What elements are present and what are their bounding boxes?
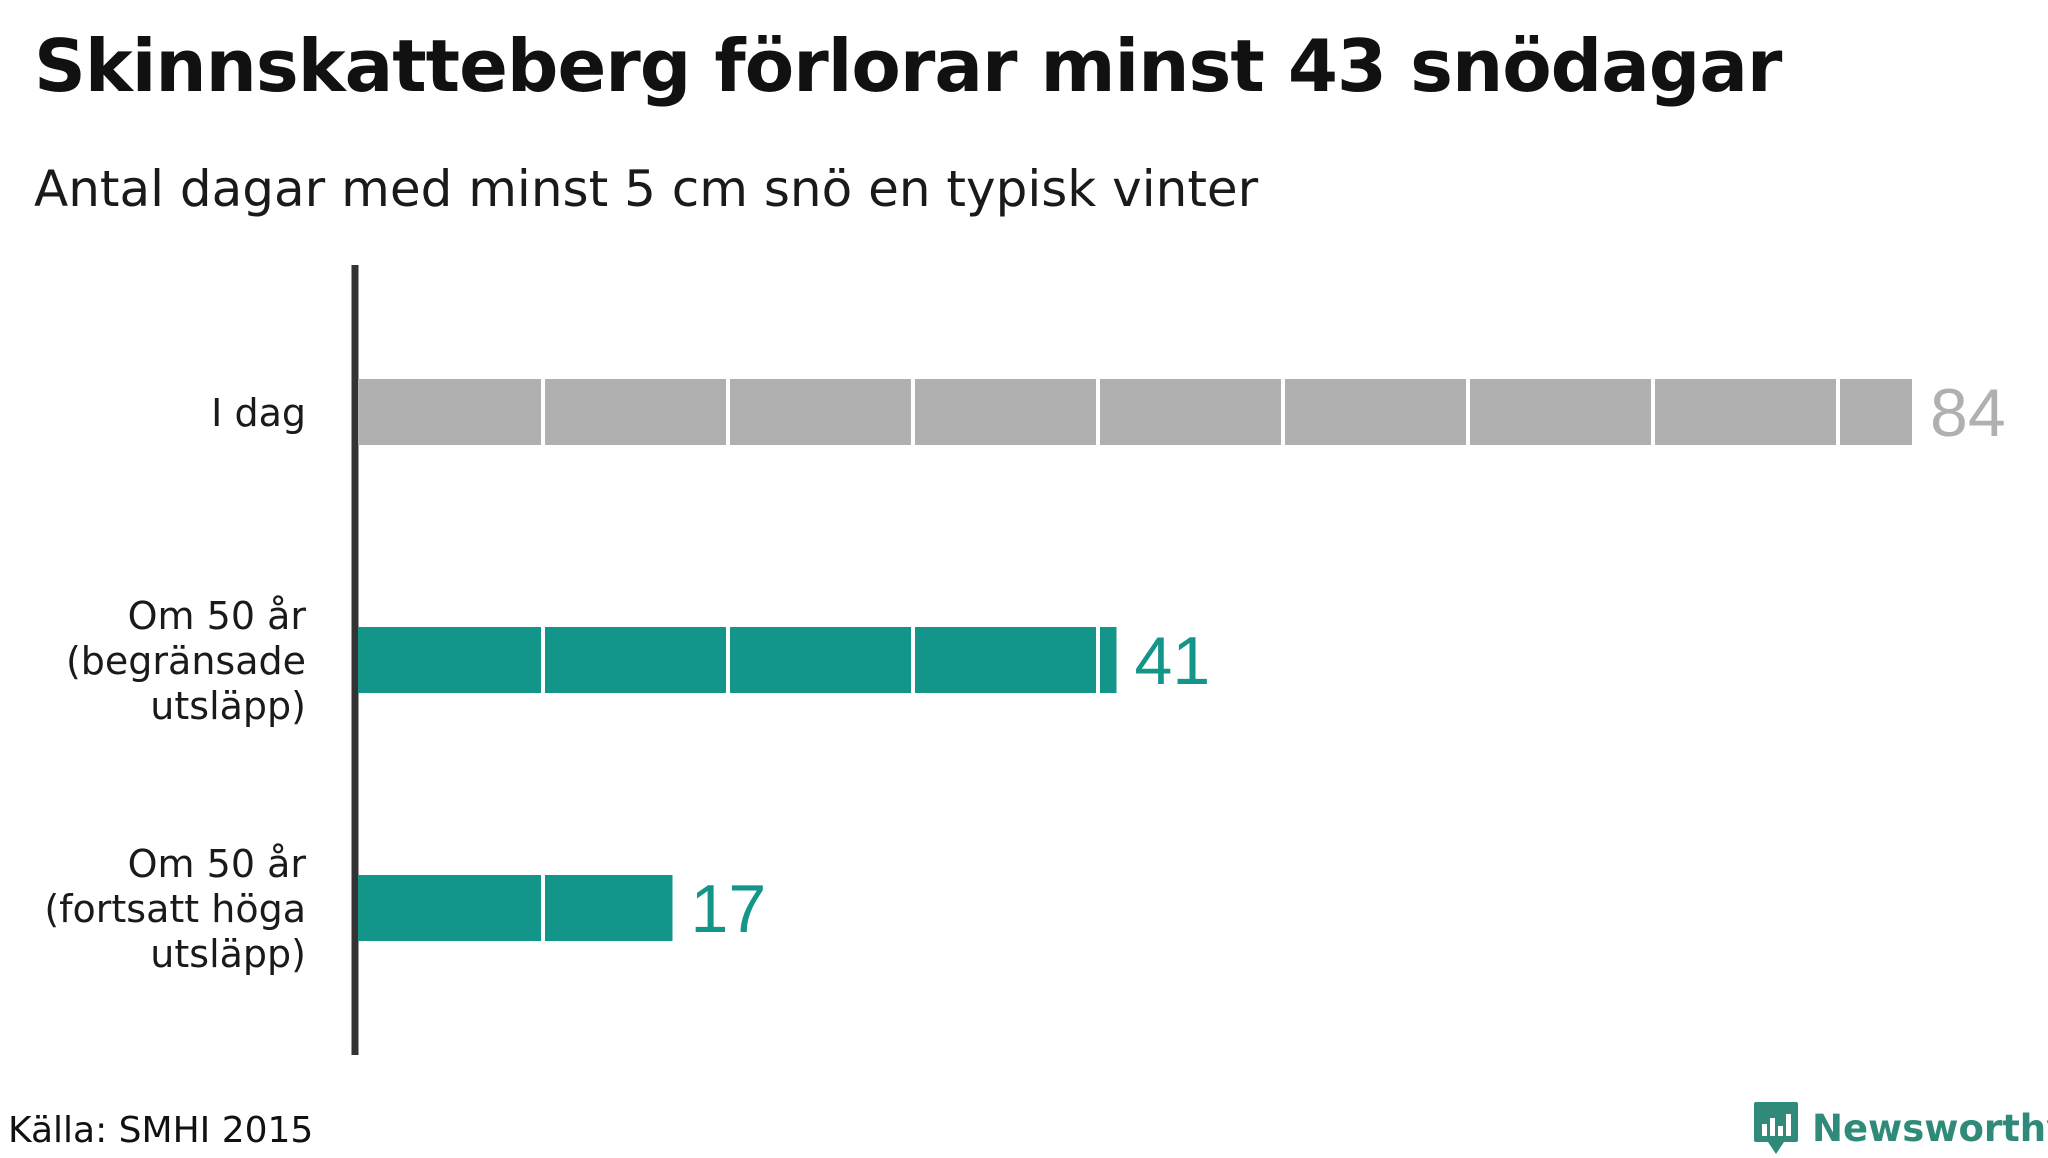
- bar-segment-divider: [541, 875, 545, 941]
- newsworthy-logo-icon: [1754, 1102, 1798, 1154]
- bar-segment-divider: [1466, 379, 1470, 445]
- category-label-1: Om 50 år (begränsade utsläpp): [66, 594, 306, 728]
- bar-segment-divider: [1651, 379, 1655, 445]
- category-label-0: I dag: [211, 391, 306, 435]
- brand-logo: Newsworthy: [1752, 1098, 2048, 1158]
- source-note: Källa: SMHI 2015: [8, 1110, 314, 1151]
- bar-2: [358, 875, 673, 941]
- bar-segment-divider: [726, 379, 730, 445]
- category-label-2: Om 50 år (fortsatt höga utsläpp): [44, 842, 306, 976]
- value-label-2: 17: [691, 871, 767, 947]
- bar-segment-divider: [541, 627, 545, 693]
- brand-name: Newsworthy: [1812, 1106, 2048, 1150]
- value-label-1: 41: [1135, 623, 1211, 699]
- bar-segment-divider: [1096, 627, 1100, 693]
- bar-segment-divider: [726, 627, 730, 693]
- chart-subtitle: Antal dagar med minst 5 cm snö en typisk…: [34, 160, 1259, 218]
- value-label-0: 84: [1930, 375, 2006, 451]
- bar-0: [358, 379, 1912, 445]
- bar-segment-divider: [1836, 379, 1840, 445]
- bar-segment-divider: [911, 379, 915, 445]
- bar-segment-divider: [911, 627, 915, 693]
- bar-segment-divider: [541, 379, 545, 445]
- bar-segment-divider: [1096, 379, 1100, 445]
- bar-1: [358, 627, 1117, 693]
- chart-title: Skinnskatteberg förlorar minst 43 snödag…: [34, 24, 1782, 108]
- bar-segment-divider: [1281, 379, 1285, 445]
